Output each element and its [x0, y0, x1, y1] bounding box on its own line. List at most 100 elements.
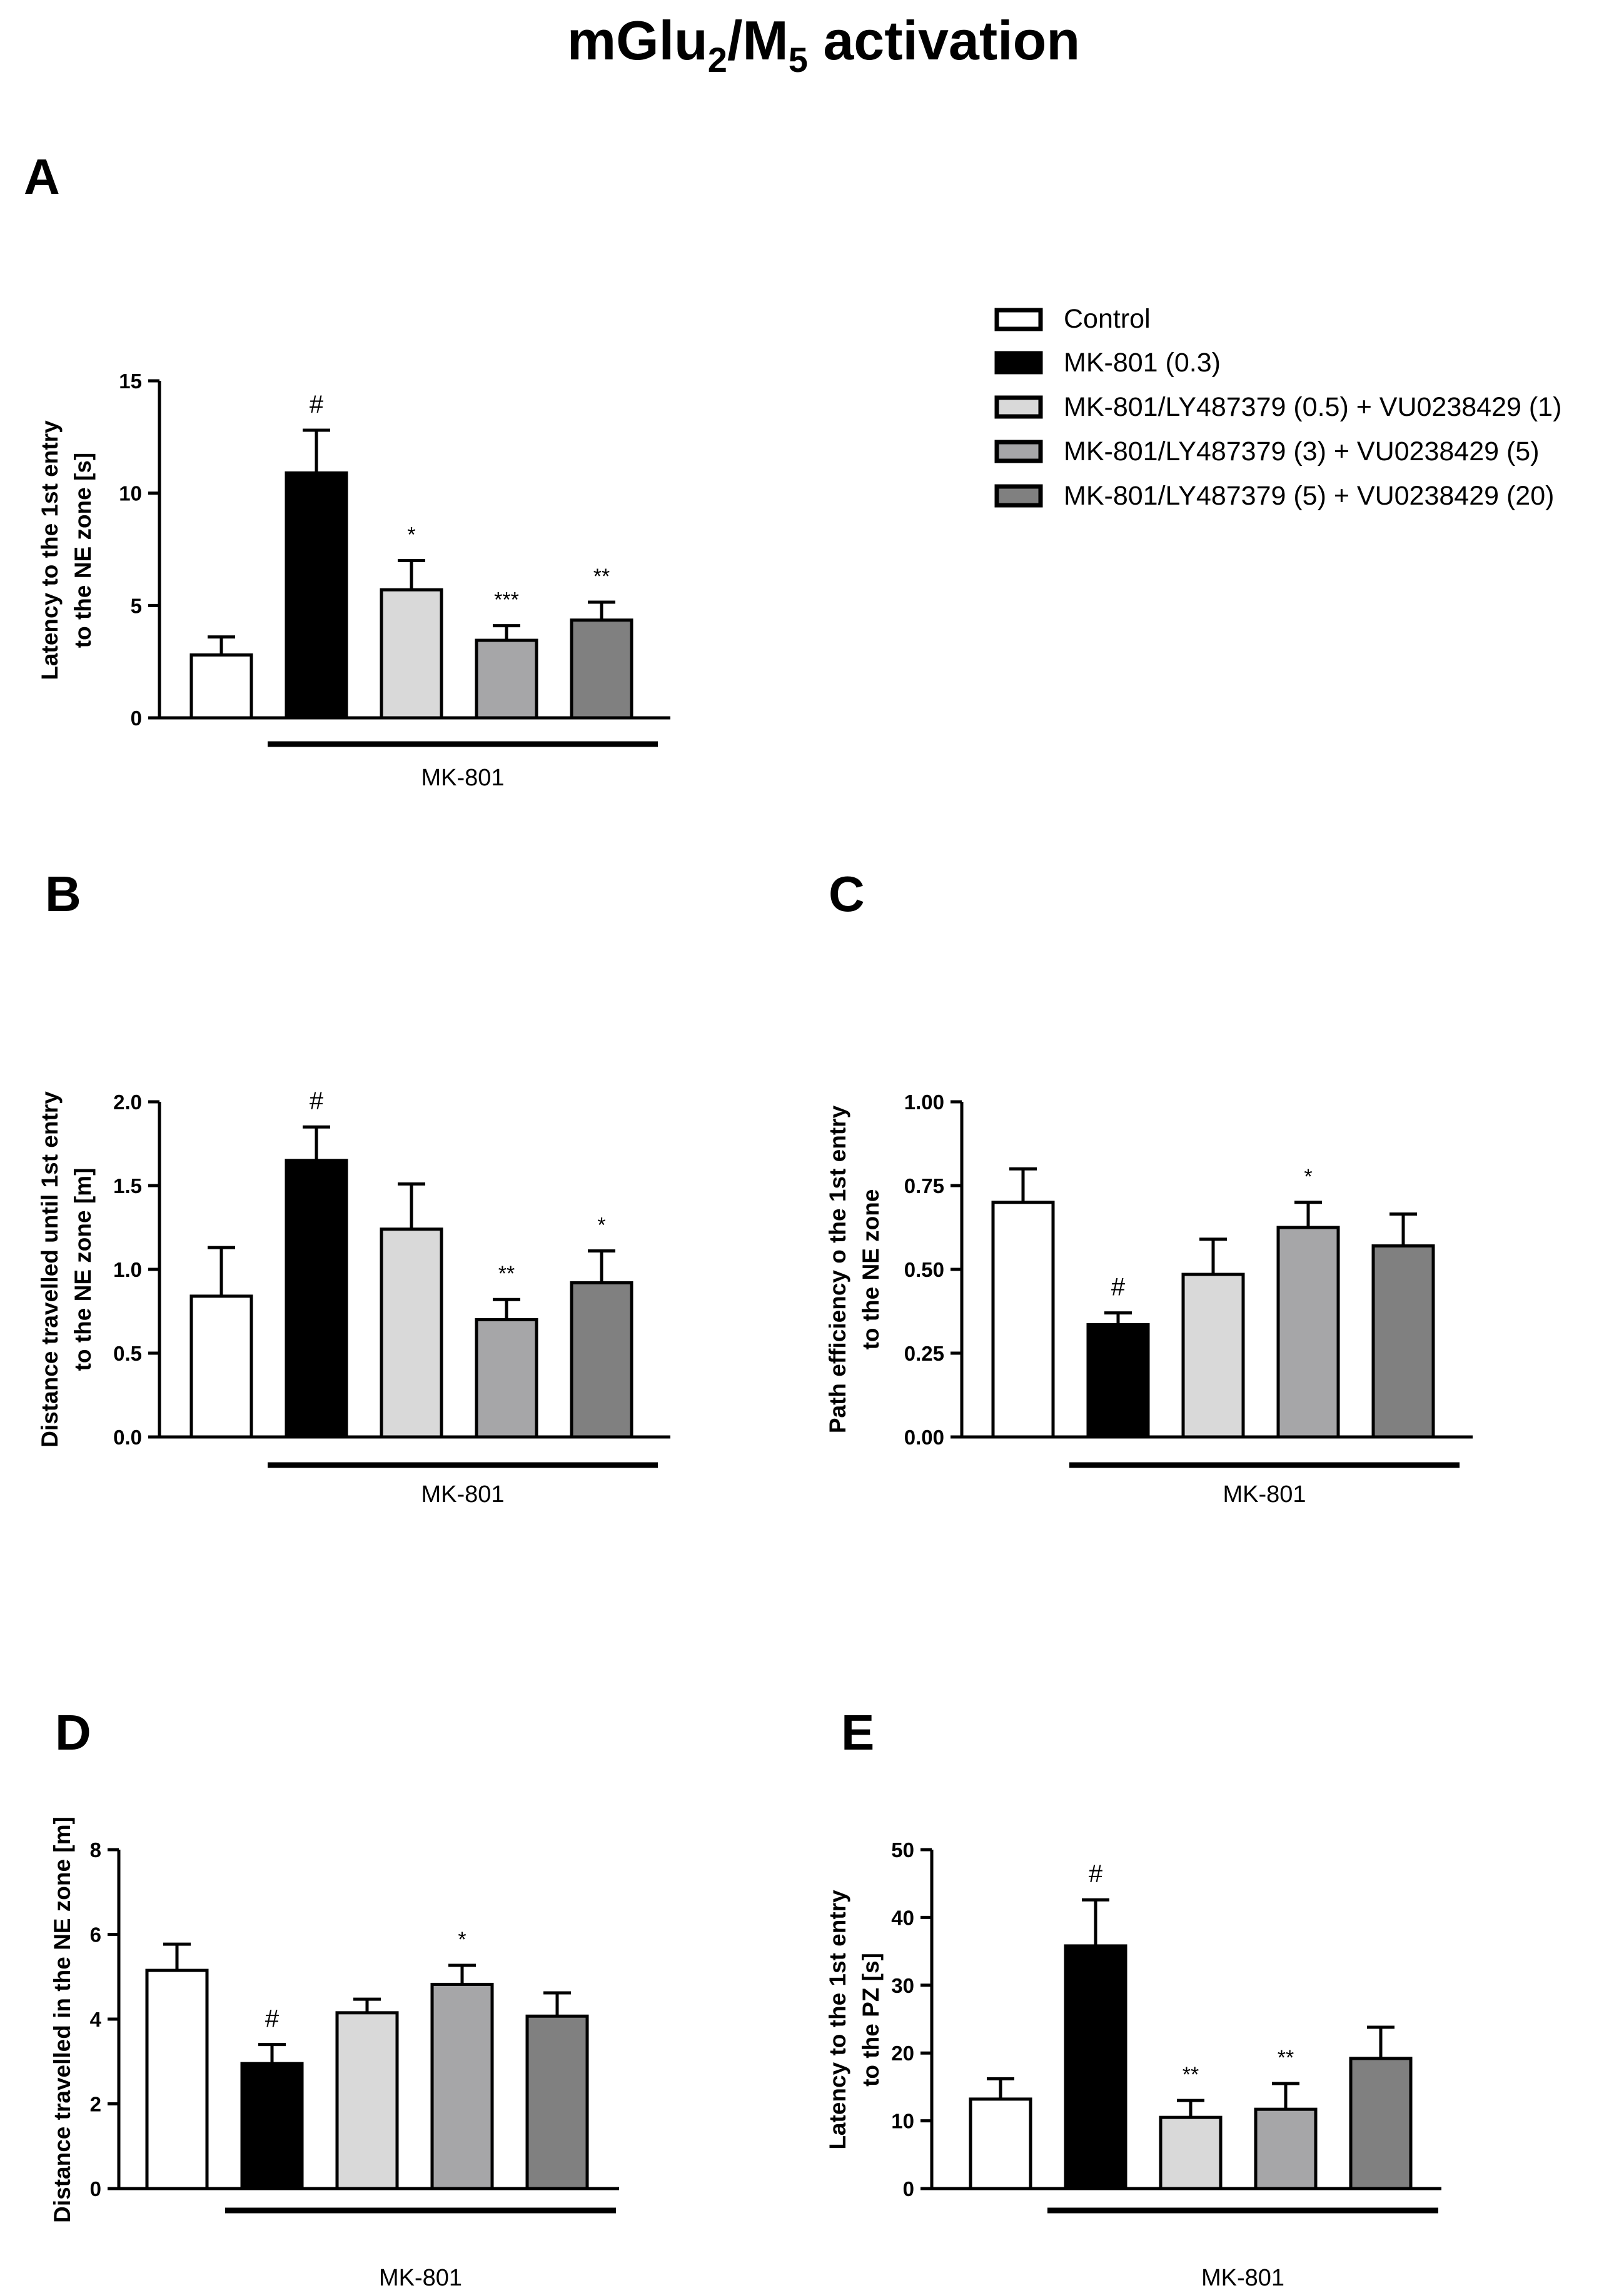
chart-panel-e: 0 10 20 30 40 50 # ** ** MK-801 Latency to the 1st…	[825, 1838, 1441, 2288]
significance-b-dose-mid: **	[498, 1262, 515, 1286]
legend-swatch-dose-mid	[994, 440, 1043, 463]
bar-e-mk801	[1064, 1944, 1127, 2190]
legend-swatch-control	[994, 308, 1043, 331]
title-main: mGlu	[567, 9, 708, 71]
group-label-b: MK-801	[421, 1481, 504, 1508]
group-label-d: MK-801	[379, 2265, 462, 2288]
bar-a-control	[189, 653, 253, 720]
bar-d-dose-mid	[430, 1982, 494, 2190]
legend-label-control: Control	[1064, 304, 1151, 334]
bar-d-mk801	[240, 2062, 304, 2190]
y-axis-label-e-line1: Latency to the 1st entry	[825, 1890, 850, 2150]
group-label-e: MK-801	[1201, 2265, 1284, 2288]
bar-e-dose-high	[1349, 2057, 1413, 2190]
group-label-a: MK-801	[421, 765, 504, 791]
legend-item-mk801: MK-801 (0.3)	[994, 348, 1221, 378]
title-sub-2: 5	[789, 40, 808, 79]
legend-label-dose-high: MK-801/LY487379 (5) + VU0238429 (20)	[1064, 481, 1554, 511]
legend-item-dose-low: MK-801/LY487379 (0.5) + VU0238429 (1)	[994, 392, 1561, 422]
y-tick-label-b: 0.5	[113, 1342, 142, 1365]
y-tick-label-c: 0.50	[904, 1258, 944, 1281]
y-tick-label-d: 0	[90, 2177, 101, 2200]
significance-a-dose-high: **	[593, 565, 610, 588]
y-tick-label-d: 6	[90, 1923, 101, 1947]
y-axis-label-d: Distance travelled in the NE zone [m]	[49, 1817, 75, 2223]
y-tick-label-e: 40	[891, 1906, 914, 1929]
bar-e-control	[969, 2097, 1032, 2190]
significance-e-dose-low: **	[1183, 2063, 1199, 2087]
bar-a-mk801	[285, 471, 348, 720]
y-tick-label-b: 1.5	[113, 1174, 142, 1197]
legend-swatch-dose-low	[994, 395, 1043, 419]
y-tick-label-b: 0.0	[113, 1426, 142, 1449]
legend-item-control: Control	[994, 304, 1151, 334]
legend-swatch-dose-high	[994, 484, 1043, 508]
title-tail: activation	[808, 9, 1080, 71]
y-tick-label-a: 15	[119, 370, 142, 393]
panel-letter-b: B	[45, 866, 81, 922]
bar-a-dose-high	[570, 618, 633, 720]
legend-item-dose-high: MK-801/LY487379 (5) + VU0238429 (20)	[994, 481, 1554, 511]
y-tick-label-b: 2.0	[113, 1091, 142, 1114]
legend-swatch-mk801	[994, 351, 1043, 375]
y-tick-label-d: 4	[90, 2008, 102, 2031]
y-tick-label-e: 30	[891, 1974, 914, 1997]
legend-label-dose-mid: MK-801/LY487379 (3) + VU0238429 (5)	[1064, 436, 1540, 466]
legend: Control MK-801 (0.3) MK-801/LY487379 (0.…	[994, 304, 1561, 511]
significance-e-mk801: #	[1089, 1860, 1103, 1888]
significance-a-dose-mid: ***	[494, 588, 519, 612]
y-tick-label-c: 1.00	[904, 1091, 944, 1114]
bar-d-dose-low	[335, 2011, 399, 2190]
y-tick-label-a: 5	[131, 594, 142, 617]
chart-panel-d: 0 2 4 6 8 # * MK-801 Distance travelled in the N…	[49, 1817, 619, 2288]
bar-a-dose-mid	[475, 638, 538, 720]
bar-c-dose-low	[1181, 1273, 1245, 1439]
bar-b-control	[189, 1294, 253, 1439]
y-tick-label-c: 0.00	[904, 1426, 944, 1449]
y-tick-label-d: 2	[90, 2093, 101, 2116]
y-axis-label-e-line2: to the PZ [s]	[858, 1953, 884, 2087]
y-tick-label-e: 20	[891, 2042, 914, 2065]
bar-e-dose-low	[1159, 2115, 1223, 2190]
panel-letter-a: A	[24, 149, 60, 204]
significance-a-dose-low: *	[407, 523, 415, 547]
bar-e-dose-mid	[1254, 2107, 1318, 2190]
bar-c-dose-high	[1371, 1244, 1435, 1439]
bar-c-mk801	[1086, 1323, 1150, 1439]
y-axis-label-c-line2: to the NE zone	[858, 1189, 884, 1350]
group-label-c: MK-801	[1223, 1481, 1306, 1508]
legend-label-dose-low: MK-801/LY487379 (0.5) + VU0238429 (1)	[1064, 392, 1561, 422]
legend-item-dose-mid: MK-801/LY487379 (3) + VU0238429 (5)	[994, 436, 1540, 466]
significance-b-mk801: #	[310, 1087, 324, 1115]
significance-c-mk801: #	[1111, 1274, 1126, 1301]
y-axis-label-a-line1: Latency to the 1st entry	[37, 420, 63, 680]
bar-b-dose-mid	[475, 1318, 538, 1439]
panel-letter-d: D	[55, 1705, 91, 1760]
y-tick-label-a: 10	[119, 482, 142, 505]
bar-a-dose-low	[380, 588, 443, 720]
bar-d-dose-high	[525, 2014, 589, 2190]
bar-c-dose-mid	[1276, 1226, 1340, 1439]
significance-c-dose-mid: *	[1304, 1165, 1312, 1189]
y-tick-label-c: 0.75	[904, 1174, 944, 1197]
y-axis-label-b-line2: to the NE zone [m]	[70, 1168, 96, 1371]
y-tick-label-d: 8	[90, 1838, 101, 1862]
legend-label-mk801: MK-801 (0.3)	[1064, 348, 1221, 378]
y-tick-label-e: 10	[891, 2110, 914, 2133]
panel-letter-c: C	[829, 866, 865, 922]
bar-b-dose-high	[570, 1281, 633, 1439]
significance-e-dose-mid: **	[1278, 2046, 1294, 2070]
chart-panel-c: 0.00 0.25 0.50 0.75 1.00 # * MK-801 Path efficie…	[825, 1091, 1473, 1508]
y-tick-label-c: 0.25	[904, 1342, 944, 1365]
significance-d-mk801: #	[265, 2005, 280, 2033]
y-tick-label-e: 0	[903, 2177, 914, 2200]
y-tick-label-b: 1.0	[113, 1258, 142, 1281]
y-axis-label-a-line2: to the NE zone [s]	[70, 453, 96, 648]
significance-a-mk801: #	[310, 391, 324, 418]
y-tick-label-e: 50	[891, 1838, 914, 1862]
significance-b-dose-high: *	[597, 1214, 605, 1237]
title-mid: /M	[727, 9, 789, 71]
